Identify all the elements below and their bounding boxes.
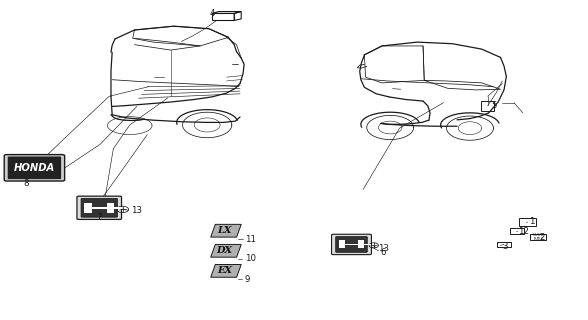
- Bar: [212, 13, 234, 20]
- FancyBboxPatch shape: [81, 198, 118, 217]
- Text: UUUU
FUEL: UUUU FUEL: [532, 233, 544, 241]
- FancyBboxPatch shape: [339, 244, 371, 245]
- Polygon shape: [211, 265, 241, 277]
- Text: 5: 5: [491, 101, 497, 110]
- FancyBboxPatch shape: [358, 240, 365, 248]
- FancyBboxPatch shape: [107, 203, 114, 212]
- FancyBboxPatch shape: [336, 236, 368, 252]
- FancyBboxPatch shape: [332, 234, 372, 255]
- FancyBboxPatch shape: [84, 207, 122, 209]
- Text: 7: 7: [96, 213, 102, 222]
- Text: 12: 12: [518, 227, 529, 236]
- Text: 9: 9: [245, 275, 250, 284]
- FancyBboxPatch shape: [77, 196, 122, 220]
- Text: DX: DX: [216, 246, 232, 255]
- Text: HONDA: HONDA: [14, 163, 55, 173]
- Text: EX: EX: [217, 266, 232, 276]
- Text: 10: 10: [245, 254, 256, 263]
- Text: 6: 6: [381, 248, 386, 257]
- Text: 2: 2: [539, 233, 544, 242]
- Text: 8: 8: [23, 179, 29, 188]
- FancyBboxPatch shape: [339, 240, 345, 248]
- Text: 13: 13: [131, 206, 142, 215]
- Text: 11: 11: [245, 235, 256, 244]
- Text: LX: LX: [217, 226, 232, 235]
- FancyBboxPatch shape: [8, 156, 61, 179]
- Text: 1: 1: [529, 217, 534, 226]
- Polygon shape: [211, 244, 241, 257]
- Text: 4: 4: [209, 9, 215, 18]
- Text: 13: 13: [379, 244, 389, 253]
- FancyBboxPatch shape: [4, 155, 65, 181]
- Polygon shape: [211, 224, 241, 237]
- FancyBboxPatch shape: [84, 203, 92, 212]
- Text: 3: 3: [502, 242, 508, 251]
